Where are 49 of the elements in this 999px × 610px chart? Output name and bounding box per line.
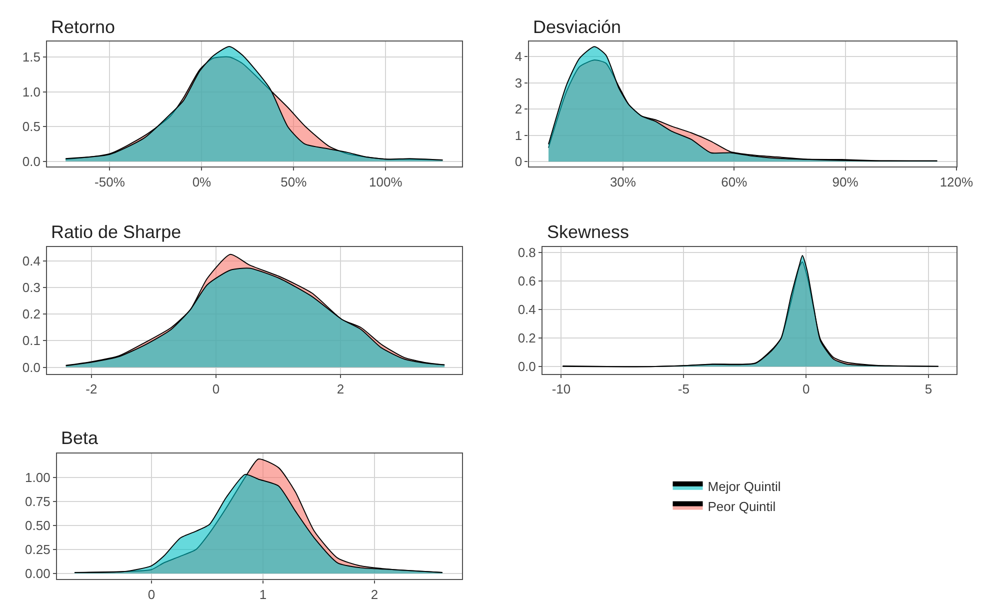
x-tick-label: 0: [802, 382, 810, 397]
x-tick-label: 50%: [280, 174, 308, 190]
y-tick-label: 0.2: [518, 330, 536, 346]
y-tick-label: 0.5: [22, 119, 40, 134]
y-tick-label: 2: [514, 102, 522, 117]
y-tick-label: 1.0: [22, 84, 40, 100]
x-tick-label: 1: [259, 586, 267, 602]
y-tick-label: 1.5: [22, 50, 40, 65]
x-tick-label: -5: [678, 382, 690, 397]
x-tick-label: 100%: [369, 174, 403, 190]
x-tick-label: -2: [86, 382, 98, 397]
y-tick-label: 0.2: [22, 306, 40, 322]
y-tick-label: 0.0: [22, 154, 40, 169]
y-tick-label: 3: [514, 75, 522, 90]
y-tick-label: 0.1: [22, 333, 40, 348]
x-tick-label: 30%: [610, 174, 636, 190]
x-tick-label: 0: [148, 586, 156, 602]
chart-title: Skewness: [547, 222, 630, 242]
y-tick-label: 0.00: [25, 566, 50, 582]
y-tick-label: 0.6: [518, 274, 536, 289]
x-tick-label: -50%: [94, 174, 126, 190]
chart-title: Beta: [61, 428, 100, 448]
x-tick-label: 120%: [940, 174, 974, 190]
x-tick-label: -10: [552, 382, 571, 397]
chart-title: Retorno: [51, 17, 116, 37]
x-tick-label: 2: [336, 382, 344, 397]
x-tick-label: 60%: [721, 174, 748, 190]
y-tick-label: 0.75: [25, 494, 50, 509]
x-tick-label: 0%: [192, 174, 212, 190]
x-tick-label: 90%: [832, 174, 859, 190]
chart-title: Ratio de Sharpe: [51, 222, 182, 242]
x-tick-label: 0: [212, 382, 220, 397]
y-tick-label: 0.8: [518, 245, 536, 260]
chart-title: Desviación: [533, 17, 622, 37]
y-tick-label: 1.00: [25, 470, 50, 485]
y-tick-label: 0.4: [518, 302, 536, 318]
y-tick-label: 0.50: [25, 518, 50, 533]
x-tick-label: 5: [924, 382, 932, 397]
y-tick-label: 4: [514, 49, 522, 64]
legend-label: Mejor Quintil: [708, 478, 781, 494]
legend-label: Peor Quintil: [708, 498, 776, 514]
y-tick-label: 0.25: [25, 542, 50, 557]
y-tick-label: 1: [514, 128, 522, 143]
y-tick-label: 0: [514, 154, 522, 170]
y-tick-label: 0.0: [22, 360, 40, 375]
y-tick-label: 0.0: [518, 359, 536, 374]
y-tick-label: 0.4: [22, 253, 40, 268]
y-tick-label: 0.3: [22, 280, 40, 295]
x-tick-label: 2: [370, 586, 378, 602]
